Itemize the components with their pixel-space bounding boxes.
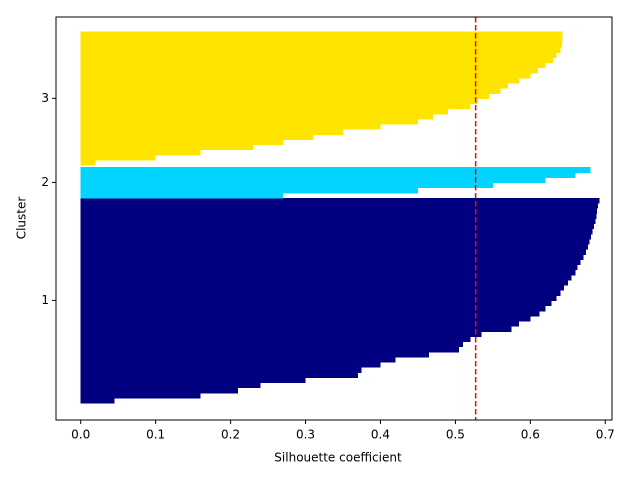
- silhouette-bar: [80, 326, 512, 332]
- silhouette-bar: [80, 397, 115, 404]
- silhouette-bar: [80, 223, 595, 230]
- silhouette-bar: [80, 62, 546, 69]
- silhouette-bar: [80, 228, 593, 235]
- x-tick-label: 0.1: [146, 428, 165, 442]
- silhouette-bar: [80, 387, 239, 394]
- silhouette-bar: [80, 47, 561, 53]
- silhouette-bar: [80, 233, 592, 240]
- silhouette-bar: [80, 134, 314, 140]
- silhouette-bar: [80, 108, 448, 115]
- silhouette-bar: [80, 269, 576, 276]
- silhouette-bar: [80, 367, 362, 373]
- silhouette-bar: [80, 315, 531, 322]
- silhouette-bar: [80, 187, 418, 194]
- silhouette-bar: [80, 154, 156, 161]
- silhouette-bar: [80, 336, 471, 343]
- silhouette-bar: [80, 264, 578, 271]
- silhouette-bar: [80, 208, 598, 214]
- axes-frame: [55, 16, 613, 421]
- silhouette-bar: [80, 356, 396, 363]
- silhouette-bar: [80, 167, 591, 173]
- silhouette-bar: [80, 88, 501, 94]
- x-tick-label: 0.0: [71, 428, 90, 442]
- x-tick-label: 0.2: [221, 428, 240, 442]
- y-tick-label: 3: [41, 91, 49, 105]
- silhouette-bar: [80, 243, 589, 250]
- silhouette-bar: [80, 103, 471, 110]
- silhouette-bar: [80, 285, 565, 291]
- silhouette-bar: [80, 310, 540, 317]
- silhouette-bar: [80, 118, 418, 125]
- x-tick-label: 0.3: [296, 428, 315, 442]
- silhouette-bar: [80, 346, 460, 353]
- silhouette-bar: [80, 238, 590, 245]
- x-tick-label: 0.4: [371, 428, 390, 442]
- silhouette-bar: [80, 305, 546, 312]
- silhouette-bar: [80, 139, 284, 146]
- x-tick-label: 0.6: [521, 428, 540, 442]
- silhouette-bar: [80, 197, 600, 204]
- silhouette-bar: [80, 372, 358, 378]
- silhouette-bar: [80, 113, 433, 120]
- y-tick-label: 1: [41, 293, 49, 307]
- silhouette-bar: [80, 254, 584, 260]
- silhouette-bar: [80, 351, 430, 358]
- silhouette-bar: [80, 377, 306, 384]
- silhouette-bar: [80, 72, 531, 79]
- silhouette-bar: [80, 213, 597, 219]
- silhouette-bar: [80, 279, 568, 286]
- silhouette-bar: [80, 202, 598, 209]
- silhouette-bar: [80, 172, 576, 178]
- silhouette-bar: [80, 67, 538, 74]
- y-tick-label: 2: [41, 175, 49, 189]
- silhouette-bar: [80, 295, 557, 301]
- silhouette-bar: [80, 259, 581, 266]
- silhouette-bar: [80, 331, 482, 337]
- silhouette-bar: [80, 218, 596, 225]
- silhouette-bar: [80, 36, 563, 43]
- silhouette-bar: [80, 159, 96, 166]
- silhouette-bar: [80, 129, 343, 135]
- silhouette-bar: [80, 52, 557, 58]
- silhouette-bar: [80, 144, 254, 151]
- silhouette-bar: [80, 249, 586, 255]
- silhouette-bar: [80, 182, 493, 189]
- silhouette-bar: [80, 392, 201, 399]
- silhouette-bar: [80, 300, 552, 307]
- x-axis-label: Silhouette coefficient: [274, 451, 402, 465]
- silhouette-bar: [80, 98, 478, 105]
- x-tick-label: 0.5: [446, 428, 465, 442]
- silhouette-bar: [80, 192, 284, 199]
- silhouette-bar: [80, 77, 520, 84]
- y-axis-label: Cluster: [15, 197, 29, 240]
- silhouette-bar: [80, 177, 546, 184]
- silhouette-bar: [80, 82, 508, 89]
- silhouette-bar: [80, 382, 261, 389]
- silhouette-bar: [80, 123, 381, 130]
- silhouette-bar: [80, 320, 520, 327]
- x-tick-label: 0.7: [596, 428, 615, 442]
- silhouette-bar: [80, 57, 553, 64]
- silhouette-bar: [80, 290, 561, 296]
- silhouette-bar: [80, 341, 463, 348]
- silhouette-bar: [80, 149, 201, 156]
- silhouette-bar: [80, 93, 490, 99]
- silhouette-bar: [80, 41, 562, 48]
- silhouette-bar: [80, 361, 381, 368]
- silhouette-bar: [80, 31, 563, 38]
- silhouette-bar: [80, 274, 572, 281]
